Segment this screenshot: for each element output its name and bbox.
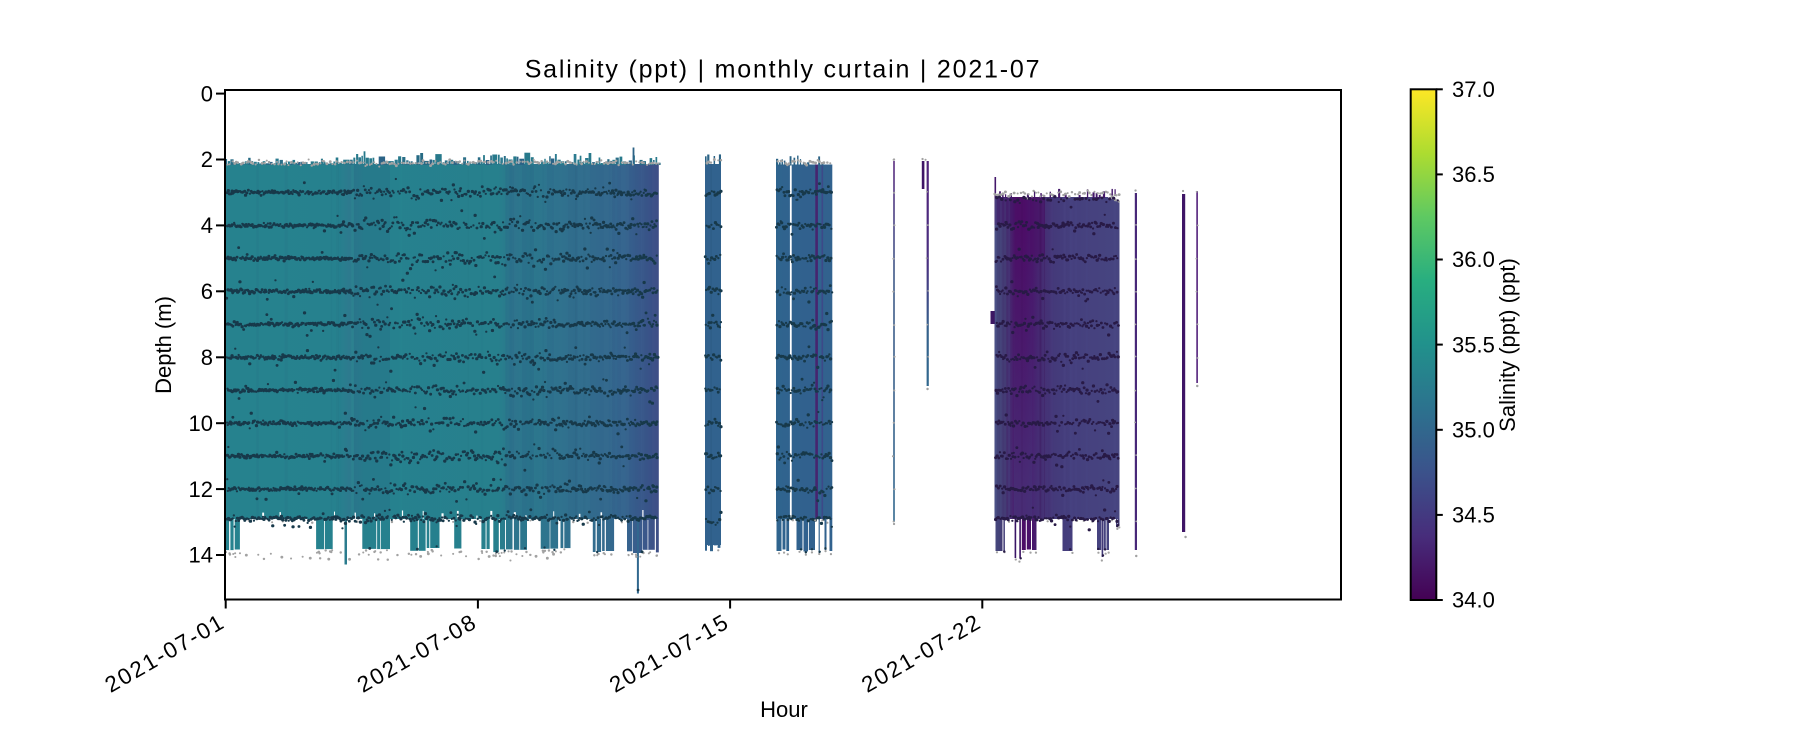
svg-text:12: 12 [189, 477, 213, 502]
svg-text:Salinity (ppt) (ppt): Salinity (ppt) (ppt) [1495, 258, 1520, 432]
svg-text:35.0: 35.0 [1452, 418, 1495, 443]
svg-text:10: 10 [189, 411, 213, 436]
svg-text:36.0: 36.0 [1452, 247, 1495, 272]
svg-text:2021-07-15: 2021-07-15 [605, 609, 734, 698]
svg-text:2021-07-08: 2021-07-08 [353, 609, 482, 698]
svg-text:6: 6 [201, 279, 213, 304]
svg-text:36.5: 36.5 [1452, 162, 1495, 187]
svg-text:4: 4 [201, 213, 213, 238]
svg-text:37.0: 37.0 [1452, 77, 1495, 102]
svg-text:34.5: 34.5 [1452, 503, 1495, 528]
svg-text:8: 8 [201, 345, 213, 370]
svg-text:Salinity (ppt) | monthly curta: Salinity (ppt) | monthly curtain | 2021-… [525, 56, 1042, 84]
svg-text:2021-07-01: 2021-07-01 [101, 609, 230, 698]
svg-text:14: 14 [189, 543, 213, 568]
svg-text:Depth (m): Depth (m) [151, 296, 176, 394]
svg-text:2: 2 [201, 147, 213, 172]
svg-text:2021-07-22: 2021-07-22 [857, 609, 986, 698]
svg-text:Hour: Hour [760, 697, 808, 722]
svg-text:35.5: 35.5 [1452, 332, 1495, 357]
svg-text:0: 0 [201, 81, 213, 106]
svg-text:34.0: 34.0 [1452, 588, 1495, 613]
